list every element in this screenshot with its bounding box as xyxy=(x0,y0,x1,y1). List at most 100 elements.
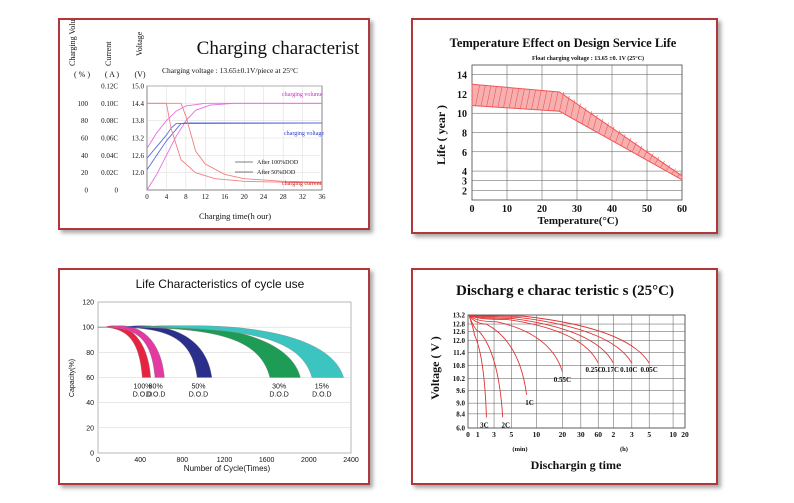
service-life-band-hatch xyxy=(609,126,615,140)
charging-x-tick: 4 xyxy=(165,193,169,201)
current-axis-tick: 0.10C xyxy=(101,100,118,108)
service-life-band-hatch xyxy=(497,86,503,108)
temperature-y-tick: 10 xyxy=(457,109,467,120)
charging-voltage-annotation: charging voltage xyxy=(284,131,324,137)
discharge-x-tick: 20 xyxy=(681,430,689,439)
service-life-band-hatch xyxy=(486,85,492,107)
charging-chart-panel: Charging characterist Charging voltage :… xyxy=(58,9,370,230)
discharge-curve-1C xyxy=(468,314,528,395)
service-life-band-hatch xyxy=(598,118,604,134)
discharge-x-tick: 60 xyxy=(594,430,602,439)
cycle-y-tick: 120 xyxy=(82,300,94,307)
current-axis-unit: ( A ) xyxy=(105,70,120,79)
cycle-x-tick: 2400 xyxy=(343,457,359,464)
charging-chart: Charging characterist Charging voltage :… xyxy=(68,9,360,221)
discharge-x-tick: 30 xyxy=(577,430,585,439)
service-life-band-hatch xyxy=(570,99,576,118)
discharge-x-tick: 10 xyxy=(669,430,677,439)
discharge-curve-label: 1C xyxy=(525,399,534,407)
voltage-axis-unit: (V) xyxy=(134,70,145,79)
cycle-dod-label: D.O.D xyxy=(189,392,208,399)
service-life-band xyxy=(471,83,683,181)
cycle-life-chart-title: Life Characteristics of cycle use xyxy=(136,277,305,291)
charging-x-tick: 28 xyxy=(280,193,288,201)
service-life-band-hatch xyxy=(542,90,548,111)
cycle-x-tick: 800 xyxy=(176,457,188,464)
voltage-axis-tick: 15.0 xyxy=(132,83,145,91)
service-life-band-hatch xyxy=(536,89,542,110)
charging-chart-title: Charging characterist xyxy=(197,38,360,59)
discharge-x-tick: 0 xyxy=(466,430,470,439)
temperature-x-tick: 40 xyxy=(607,204,617,215)
cycle-y-tick: 0 xyxy=(90,451,94,458)
discharge-curve-label: 0.17C xyxy=(602,366,619,374)
temperature-x-axis-label: Temperature(°C) xyxy=(538,215,619,227)
service-life-band-hatch xyxy=(671,168,676,175)
charging-legend: After 100%DOD After 50%DOD xyxy=(235,159,299,176)
charging-x-tick: 0 xyxy=(145,193,149,201)
discharge-unit-hour: (h) xyxy=(620,446,628,453)
discharge-curve-label: 0.10C xyxy=(620,366,637,374)
service-life-band-hatch xyxy=(581,107,587,124)
temperature-y-tick: 14 xyxy=(457,71,467,82)
service-life-band-hatch xyxy=(615,130,620,143)
service-life-band-hatch xyxy=(620,134,626,146)
charging-series-line xyxy=(146,122,323,159)
service-life-band-hatch xyxy=(548,90,553,111)
volume-axis-tick: 20 xyxy=(81,169,89,177)
voltage-axis-tick: 14.4 xyxy=(132,100,145,108)
charging-series-line xyxy=(146,102,322,191)
cycle-y-tick: 100 xyxy=(82,325,94,332)
temperature-chart: Temperature Effect on Design Service Lif… xyxy=(434,36,687,227)
cycle-dod-percent: 80% xyxy=(149,384,163,391)
service-life-band-hatch xyxy=(559,91,564,112)
charging-x-tick: 24 xyxy=(260,193,268,201)
charging-series-line xyxy=(147,102,323,183)
voltage-axis-tick: 13.2 xyxy=(132,135,145,143)
charging-x-axis-label: Charging time(h our) xyxy=(199,211,271,221)
temperature-x-tick: 20 xyxy=(537,204,547,215)
cycle-x-tick: 2000 xyxy=(301,457,317,464)
discharge-curve-label: 2C xyxy=(501,421,510,429)
discharge-x-tick: 5 xyxy=(647,430,651,439)
discharge-x-tick: 1 xyxy=(476,430,480,439)
discharge-curve-label: 0.55C xyxy=(554,376,571,384)
discharge-y-tick: 9.0 xyxy=(456,400,465,408)
service-life-band-hatch xyxy=(592,114,598,131)
service-life-band-hatch xyxy=(531,89,536,110)
charging-chart-subtitle: Charging voltage : 13.65±0.1V/piece at 2… xyxy=(162,66,298,75)
service-life-band-hatch xyxy=(637,145,643,156)
cycle-y-tick: 60 xyxy=(86,375,94,382)
current-axis-tick: 0.06C xyxy=(101,135,118,143)
discharge-curve-0p55C xyxy=(468,314,563,372)
discharge-y-tick: 8.4 xyxy=(456,410,465,418)
cycle-x-tick: 1200 xyxy=(217,457,233,464)
cycle-y-tick: 40 xyxy=(86,400,94,407)
cycle-life-chart: Life Characteristics of cycle use 0 400 80… xyxy=(69,277,359,473)
voltage-axis-header: Voltage xyxy=(135,31,144,56)
discharge-curve-3C xyxy=(468,314,487,418)
cycle-x-tick: 1600 xyxy=(259,457,275,464)
discharge-chart-title: Discharg e charac teristic s (25°C) xyxy=(456,283,674,299)
charging-x-tick: 20 xyxy=(241,193,249,201)
discharge-y-tick: 12.6 xyxy=(453,328,466,336)
current-axis-tick: 0 xyxy=(115,187,119,195)
service-life-band-hatch xyxy=(665,164,671,171)
discharge-curve-label: 0.05C xyxy=(641,366,658,374)
discharge-curve-label: 0.25C xyxy=(586,366,603,374)
temperature-y-tick: 2 xyxy=(462,186,467,197)
discharge-x-tick: 10 xyxy=(533,430,541,439)
cycle-life-chart-panel: Life Characteristics of cycle use 0 400 80… xyxy=(58,268,370,485)
discharge-y-tick: 12.8 xyxy=(453,321,466,329)
charging-series-line xyxy=(146,122,322,171)
discharge-y-tick: 10.8 xyxy=(453,362,466,370)
service-life-band-hatch xyxy=(480,85,486,107)
volume-axis-tick: 80 xyxy=(81,117,89,125)
discharge-y-tick: 10.2 xyxy=(453,375,466,383)
cycle-dod-label: D.O.D xyxy=(312,392,331,399)
cycle-dod-percent: 15% xyxy=(315,384,329,391)
temperature-x-tick: 50 xyxy=(642,204,652,215)
temperature-x-tick: 30 xyxy=(572,204,582,215)
discharge-y-tick: 6.0 xyxy=(456,425,465,433)
cycle-x-tick: 400 xyxy=(134,457,146,464)
